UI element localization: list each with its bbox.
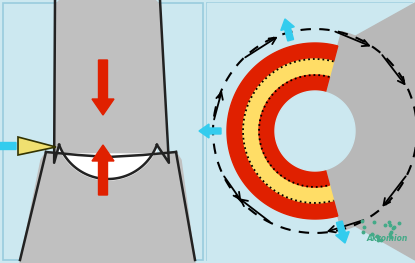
Polygon shape <box>338 3 415 260</box>
Polygon shape <box>259 75 330 187</box>
Polygon shape <box>20 152 195 263</box>
Bar <box>207 3 412 260</box>
Text: Akromion: Akromion <box>367 234 408 243</box>
Polygon shape <box>60 149 156 180</box>
FancyArrow shape <box>92 145 114 195</box>
FancyArrow shape <box>92 60 114 115</box>
Bar <box>3 3 203 260</box>
FancyArrow shape <box>336 221 349 243</box>
Polygon shape <box>54 0 167 179</box>
Polygon shape <box>207 3 415 260</box>
Polygon shape <box>275 91 355 171</box>
Polygon shape <box>315 32 415 230</box>
Polygon shape <box>243 59 334 203</box>
Polygon shape <box>18 137 56 155</box>
Polygon shape <box>227 43 338 219</box>
FancyArrow shape <box>281 19 294 41</box>
FancyArrow shape <box>199 124 221 138</box>
FancyArrow shape <box>0 138 16 154</box>
